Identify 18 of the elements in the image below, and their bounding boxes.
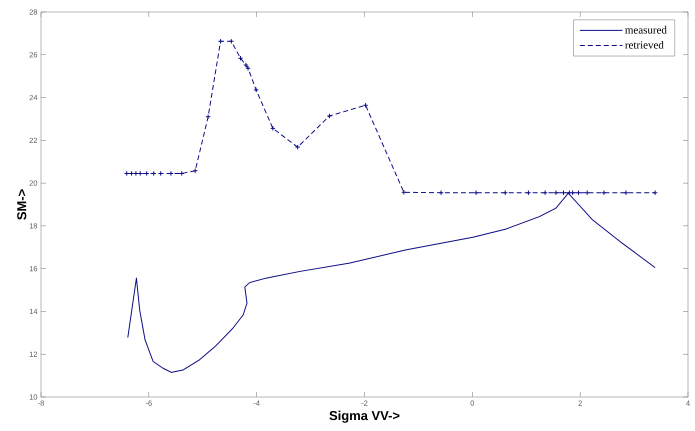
point	[192, 168, 198, 174]
point	[205, 114, 211, 120]
y-axis-title: SM->	[17, 189, 26, 220]
point	[652, 190, 658, 196]
point	[570, 190, 576, 196]
point	[601, 190, 607, 196]
point	[502, 190, 508, 196]
point	[228, 38, 234, 44]
point	[473, 190, 479, 196]
x-axis-title: Sigma VV->	[329, 410, 400, 423]
point	[553, 190, 559, 196]
point	[542, 190, 548, 196]
point	[401, 190, 407, 195]
point	[362, 102, 368, 108]
point	[526, 190, 532, 196]
point	[438, 190, 444, 196]
legend-label: measured	[625, 26, 667, 34]
legend-label: retrieved	[625, 40, 664, 49]
